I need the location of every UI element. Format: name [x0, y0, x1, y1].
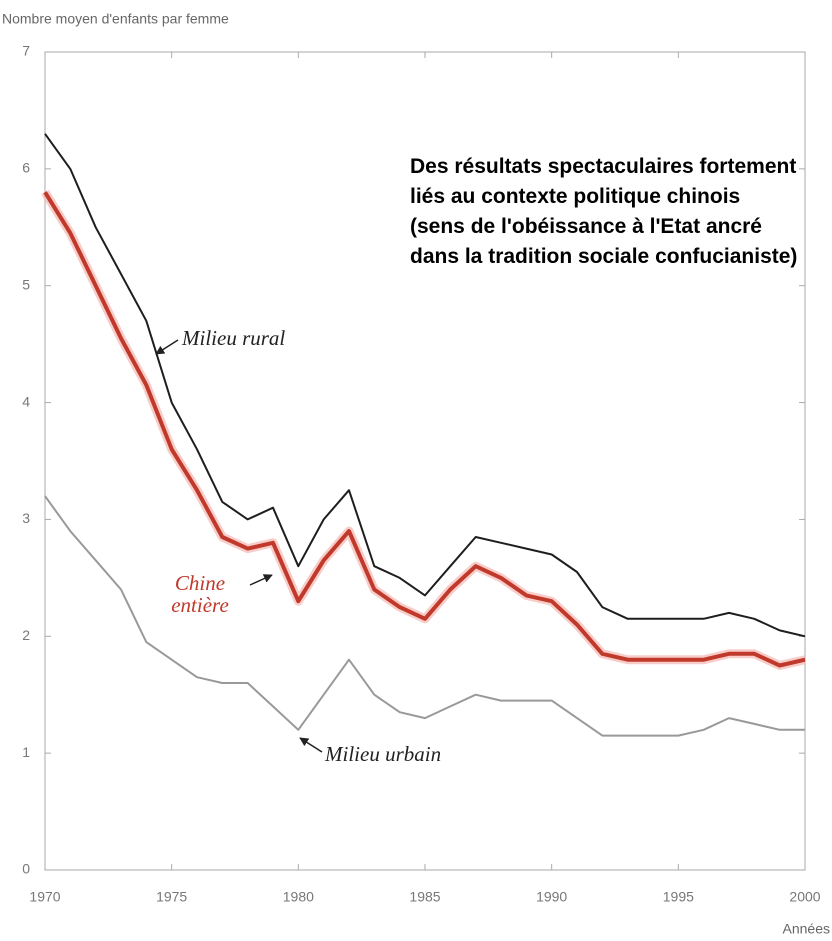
y-axis-label: Nombre moyen d'enfants par femme: [2, 11, 229, 27]
arrow: [299, 737, 323, 753]
x-tick-label: 1975: [156, 889, 187, 905]
x-tick-label: 1995: [663, 889, 694, 905]
y-tick-label: 3: [22, 510, 30, 526]
series-label: Milieu rural: [182, 326, 286, 350]
x-tick-label: 1980: [283, 889, 314, 905]
series-label: Milieu urbain: [325, 742, 442, 766]
y-tick-label: 0: [22, 861, 30, 877]
x-tick-label: 1985: [409, 889, 440, 905]
y-tick-label: 4: [22, 393, 30, 409]
y-tick-label: 7: [22, 43, 30, 59]
y-tick-label: 1: [22, 744, 30, 760]
x-axis-label: Années: [783, 921, 830, 937]
y-tick-label: 5: [22, 276, 30, 292]
arrow: [155, 339, 179, 355]
series-label: Chine entière: [171, 571, 229, 617]
line: [44, 133, 806, 638]
y-tick-label: 6: [22, 160, 30, 176]
arrow: [249, 574, 273, 586]
x-tick-label: 2000: [789, 889, 820, 905]
line: [44, 495, 805, 737]
y-tick-label: 2: [22, 627, 30, 643]
annotation: Des résultats spectaculaires fortement l…: [410, 155, 798, 268]
line: [43, 191, 806, 668]
x-tick-label: 1970: [29, 889, 60, 905]
x-tick-label: 1990: [536, 889, 567, 905]
